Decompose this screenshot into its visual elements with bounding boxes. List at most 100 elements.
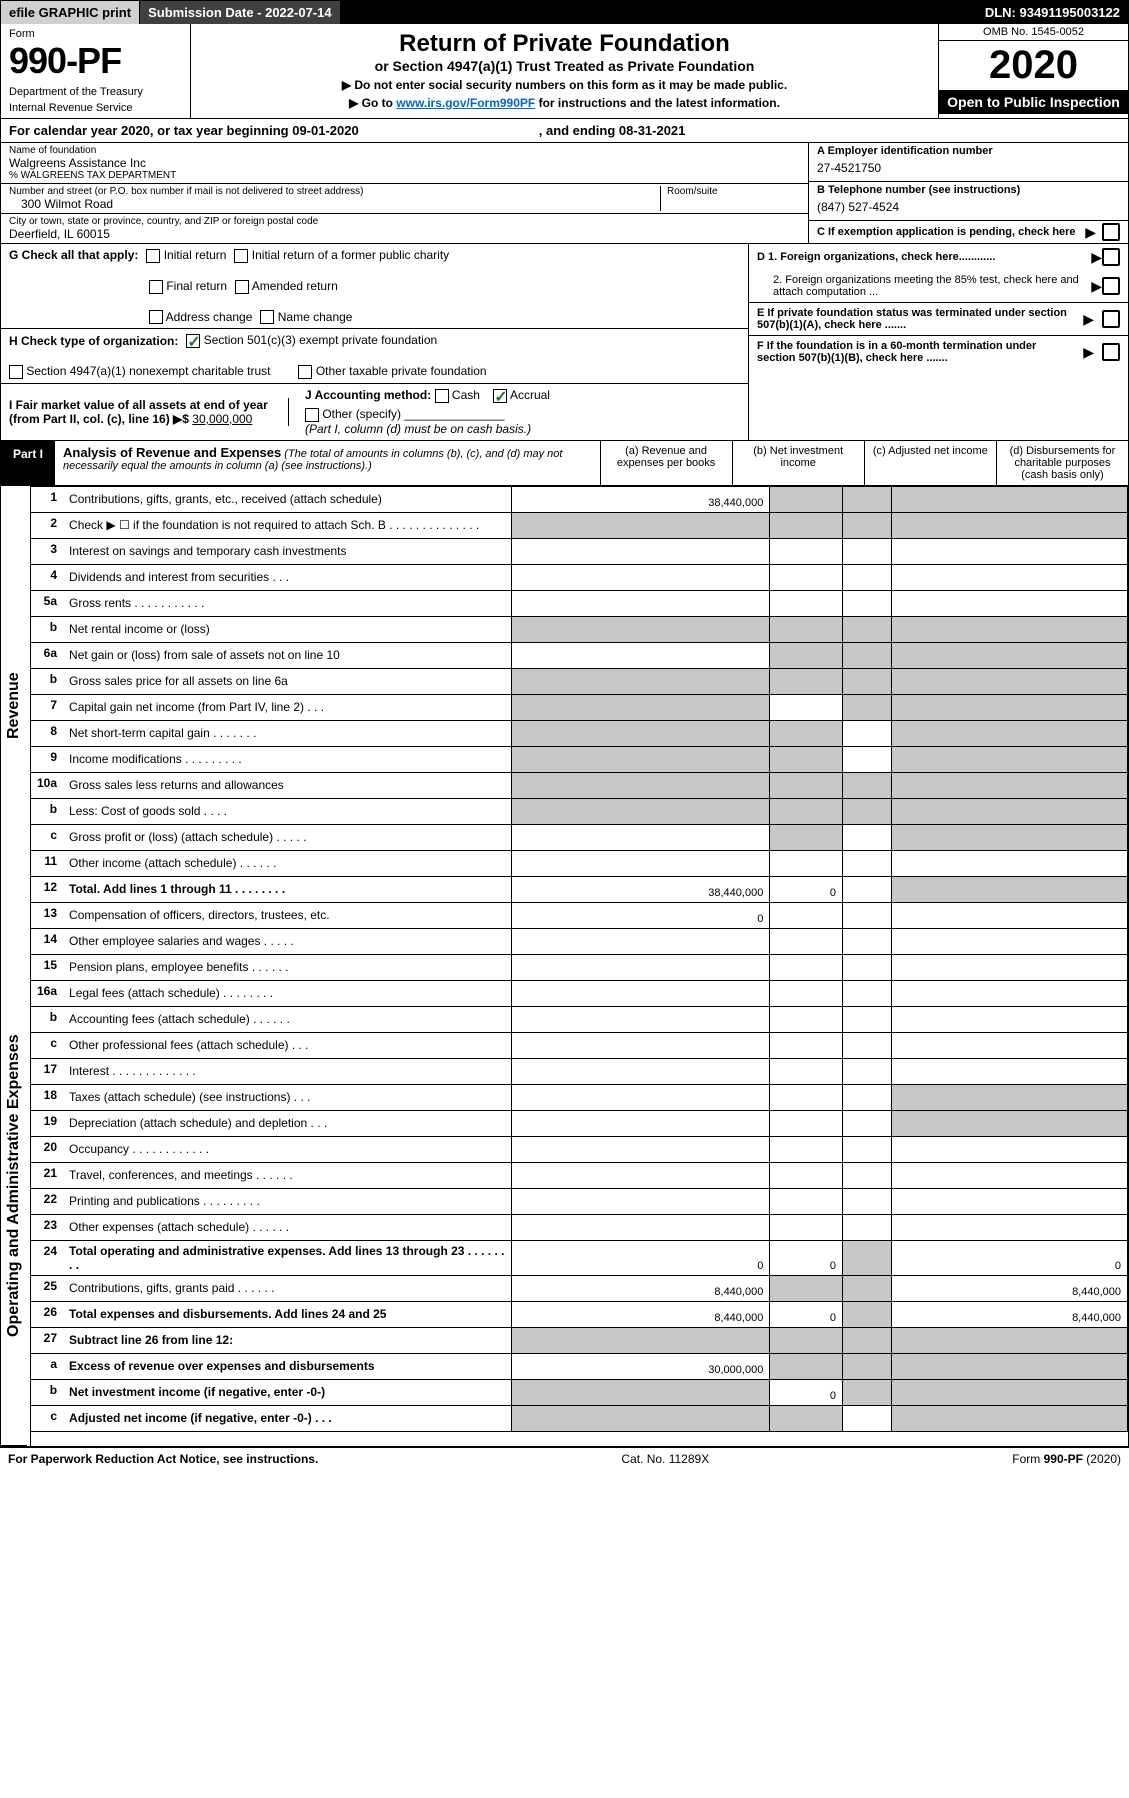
form-container: efile GRAPHIC print Submission Date - 20… [0,0,1129,1447]
60month-checkbox[interactable] [1102,343,1120,361]
analysis-table: Revenue Operating and Administrative Exp… [1,486,1128,1446]
table-row: cGross profit or (loss) (attach schedule… [31,824,1128,850]
table-row: bNet investment income (if negative, ent… [31,1379,1128,1405]
table-row: 6aNet gain or (loss) from sale of assets… [31,642,1128,668]
table-row: 12Total. Add lines 1 through 11 . . . . … [31,876,1128,902]
foundation-name-cell: Name of foundation Walgreens Assistance … [1,143,808,184]
cash-checkbox[interactable] [435,389,449,403]
table-row: 9Income modifications . . . . . . . . . [31,746,1128,772]
amended-checkbox[interactable] [235,280,249,294]
foreign-85-checkbox[interactable] [1102,277,1120,295]
table-row: 24Total operating and administrative exp… [31,1240,1128,1275]
name-change-checkbox[interactable] [260,310,274,324]
table-row: 23Other expenses (attach schedule) . . .… [31,1214,1128,1240]
table-row: bAccounting fees (attach schedule) . . .… [31,1006,1128,1032]
part1-header: Part I Analysis of Revenue and Expenses … [1,440,1128,486]
instruction-link: ▶ Go to www.irs.gov/Form990PF for instru… [201,96,928,110]
table-row: 17Interest . . . . . . . . . . . . . [31,1058,1128,1084]
efile-badge: efile GRAPHIC print [1,1,140,24]
g-checks: G Check all that apply: Initial return I… [1,244,748,329]
table-row: 7Capital gain net income (from Part IV, … [31,694,1128,720]
irs-link[interactable]: www.irs.gov/Form990PF [396,96,535,110]
table-row: aExcess of revenue over expenses and dis… [31,1353,1128,1379]
table-row: bGross sales price for all assets on lin… [31,668,1128,694]
entity-info: Name of foundation Walgreens Assistance … [1,143,1128,244]
year-block: OMB No. 1545-0052 2020 Open to Public In… [938,24,1128,118]
table-row: 20Occupancy . . . . . . . . . . . . [31,1136,1128,1162]
table-row: 15Pension plans, employee benefits . . .… [31,954,1128,980]
initial-return-checkbox[interactable] [146,249,160,263]
exemption-checkbox[interactable] [1102,223,1120,241]
table-row: cOther professional fees (attach schedul… [31,1032,1128,1058]
f-check: F If the foundation is in a 60-month ter… [749,336,1128,368]
table-row: 21Travel, conferences, and meetings . . … [31,1162,1128,1188]
h-checks: H Check type of organization: Section 50… [1,329,748,384]
fmv-value: 30,000,000 [192,412,252,426]
col-b-header: (b) Net investment income [732,441,864,485]
address-cell: Number and street (or P.O. box number if… [1,184,808,214]
ein-cell: A Employer identification number 27-4521… [809,143,1128,182]
part1-label: Part I [1,441,55,485]
revenue-side-label: Revenue Operating and Administrative Exp… [1,486,31,1446]
table-row: 27Subtract line 26 from line 12: [31,1327,1128,1353]
form-word: Form [9,28,182,40]
final-return-checkbox[interactable] [149,280,163,294]
d-checks: D 1. Foreign organizations, check here..… [749,244,1128,303]
other-method-checkbox[interactable] [305,408,319,422]
analysis-rows: 1Contributions, gifts, grants, etc., rec… [31,486,1128,1432]
table-row: 26Total expenses and disbursements. Add … [31,1301,1128,1327]
table-row: 16aLegal fees (attach schedule) . . . . … [31,980,1128,1006]
paperwork-notice: For Paperwork Reduction Act Notice, see … [8,1452,318,1466]
omb-number: OMB No. 1545-0052 [939,24,1128,41]
table-row: 3Interest on savings and temporary cash … [31,538,1128,564]
page-footer: For Paperwork Reduction Act Notice, see … [0,1447,1129,1470]
check-section: G Check all that apply: Initial return I… [1,244,1128,440]
table-row: 11Other income (attach schedule) . . . .… [31,850,1128,876]
form-number: 990-PF [9,40,182,82]
table-row: 2Check ▶ ☐ if the foundation is not requ… [31,512,1128,538]
col-c-header: (c) Adjusted net income [864,441,996,485]
4947-checkbox[interactable] [9,365,23,379]
table-row: 13Compensation of officers, directors, t… [31,902,1128,928]
table-row: bNet rental income or (loss) [31,616,1128,642]
e-check: E If private foundation status was termi… [749,303,1128,336]
form-number-block: Form 990-PF Department of the Treasury I… [1,24,191,118]
other-taxable-checkbox[interactable] [298,365,312,379]
i-j-row: I Fair market value of all assets at end… [1,384,748,440]
instruction-ssn: ▶ Do not enter social security numbers o… [201,78,928,92]
dept-treasury: Department of the Treasury [9,86,182,98]
accrual-checkbox[interactable] [493,389,507,403]
catalog-number: Cat. No. 11289X [621,1452,709,1466]
form-title: Return of Private Foundation [201,30,928,58]
table-row: 19Depreciation (attach schedule) and dep… [31,1110,1128,1136]
table-row: 8Net short-term capital gain . . . . . .… [31,720,1128,746]
foreign-org-checkbox[interactable] [1102,248,1120,266]
dln-number: DLN: 93491195003122 [977,1,1128,24]
form-ref: Form 990-PF (2020) [1012,1452,1121,1466]
table-row: 14Other employee salaries and wages . . … [31,928,1128,954]
form-header: Form 990-PF Department of the Treasury I… [1,24,1128,119]
table-row: 1Contributions, gifts, grants, etc., rec… [31,486,1128,512]
table-row: 10aGross sales less returns and allowanc… [31,772,1128,798]
table-row: cAdjusted net income (if negative, enter… [31,1405,1128,1431]
phone-cell: B Telephone number (see instructions) (8… [809,182,1128,221]
address-change-checkbox[interactable] [149,310,163,324]
calendar-year-line: For calendar year 2020, or tax year begi… [1,119,1128,143]
table-row: 5aGross rents . . . . . . . . . . . [31,590,1128,616]
table-row: 22Printing and publications . . . . . . … [31,1188,1128,1214]
col-d-header: (d) Disbursements for charitable purpose… [996,441,1128,485]
form-title-block: Return of Private Foundation or Section … [191,24,938,118]
form-subtitle: or Section 4947(a)(1) Trust Treated as P… [201,58,928,74]
top-bar: efile GRAPHIC print Submission Date - 20… [1,1,1128,24]
table-row: bLess: Cost of goods sold . . . . [31,798,1128,824]
tax-year: 2020 [939,41,1128,90]
col-a-header: (a) Revenue and expenses per books [600,441,732,485]
exemption-pending-cell: C If exemption application is pending, c… [809,221,1128,243]
terminated-checkbox[interactable] [1102,310,1120,328]
table-row: 25Contributions, gifts, grants paid . . … [31,1275,1128,1301]
submission-date: Submission Date - 2022-07-14 [140,1,341,24]
dept-irs: Internal Revenue Service [9,102,182,114]
city-cell: City or town, state or province, country… [1,214,808,243]
501c3-checkbox[interactable] [186,334,200,348]
initial-public-checkbox[interactable] [234,249,248,263]
